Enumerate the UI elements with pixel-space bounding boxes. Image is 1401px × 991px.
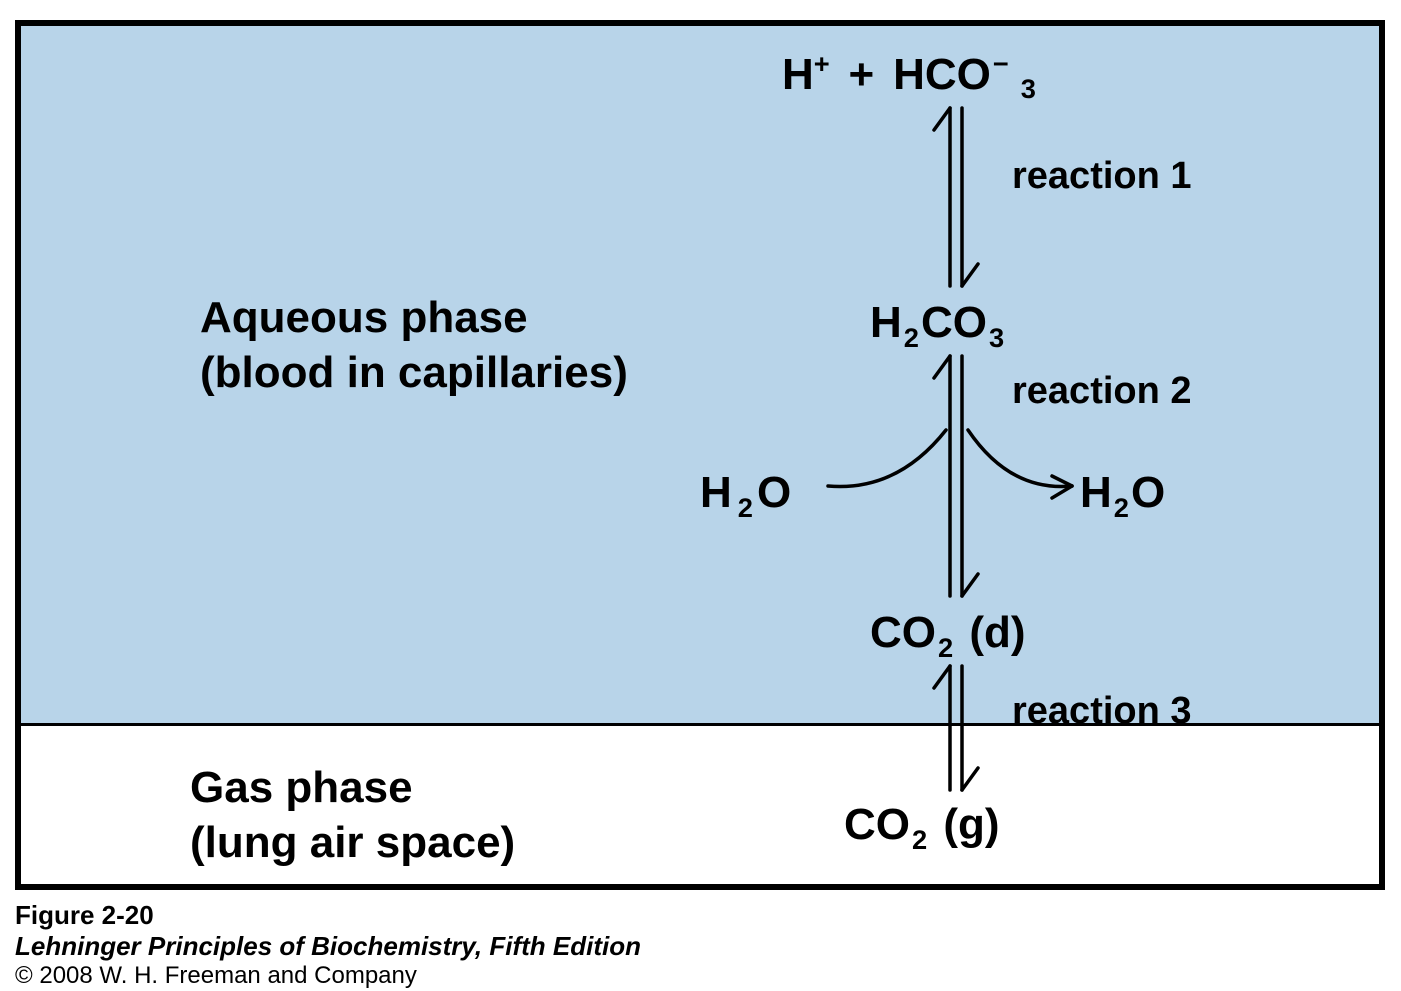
- figure-number: Figure 2-20: [15, 900, 641, 931]
- gas-phase-label-line1: Gas phase: [190, 760, 515, 815]
- reaction-3-label: reaction 3: [1012, 690, 1192, 733]
- species-h-plus-hco3: H+ + HCO−3: [782, 48, 1036, 105]
- figure-source: Lehninger Principles of Biochemistry, Fi…: [15, 931, 641, 962]
- species-h-plus: H+: [782, 50, 830, 99]
- species-h2o-right: H2O: [1080, 468, 1165, 524]
- species-co2-dissolved: CO2 (d): [870, 608, 1026, 664]
- species-hco3-minus: HCO−3: [893, 50, 1036, 99]
- figure-wrap: H+ + HCO−3 reaction 1 H2CO3 reaction 2 H…: [0, 0, 1401, 985]
- plus-sign: +: [849, 50, 875, 99]
- figure-caption: Figure 2-20 Lehninger Principles of Bioc…: [15, 900, 641, 991]
- gas-phase-label-line2: (lung air space): [190, 815, 515, 870]
- reaction-2-label: reaction 2: [1012, 370, 1192, 413]
- aqueous-phase-label-line1: Aqueous phase: [200, 290, 628, 345]
- aqueous-phase-label-line2: (blood in capillaries): [200, 345, 628, 400]
- reaction-1-label: reaction 1: [1012, 155, 1192, 198]
- gas-phase-label: Gas phase (lung air space): [190, 760, 515, 870]
- species-co2-gas: CO2 (g): [844, 800, 1000, 856]
- figure-copyright: © 2008 W. H. Freeman and Company: [15, 962, 641, 991]
- aqueous-phase-label: Aqueous phase (blood in capillaries): [200, 290, 628, 400]
- species-h2o-left: H2O: [700, 468, 791, 524]
- species-h2co3: H2CO3: [870, 298, 1004, 354]
